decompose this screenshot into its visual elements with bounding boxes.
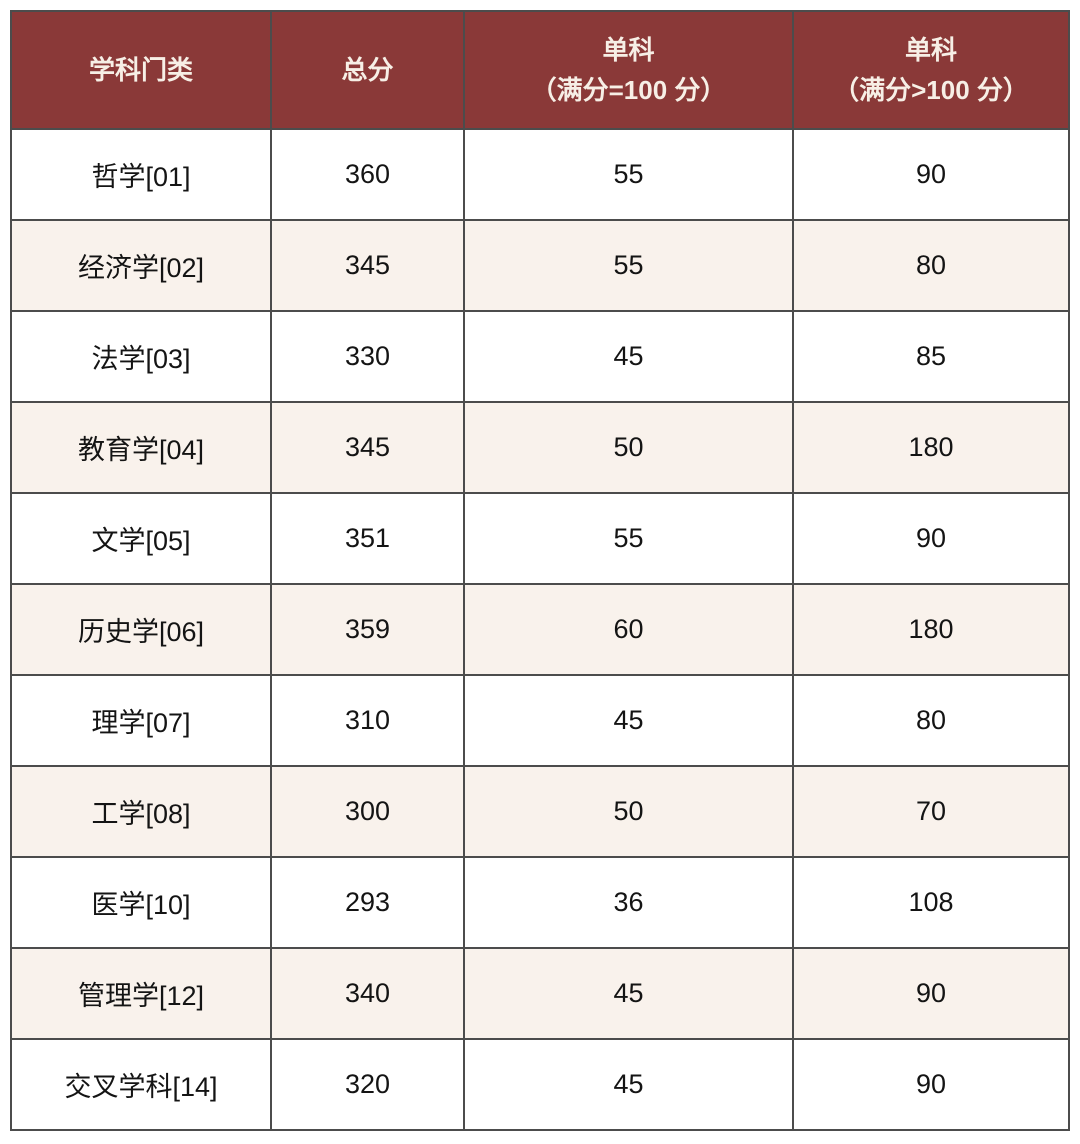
cell-total: 330: [270, 310, 465, 403]
cell-single-max100: 55: [463, 492, 794, 585]
table-body: 哲学[01] 360 55 90 经济学[02] 345 55 80 法学[03…: [10, 128, 1070, 1131]
header-category-label: 学科门类: [88, 54, 193, 85]
header-single-subject-max100: 单科 （满分=100 分）: [463, 10, 794, 130]
header-single-subject-max100-subtitle: （满分=100 分）: [530, 75, 727, 105]
header-category: 学科门类: [10, 10, 272, 130]
header-single-subject-over100-subtitle: （满分>100 分）: [833, 75, 1029, 105]
cell-category: 文学[05]: [10, 492, 272, 585]
cell-total: 351: [270, 492, 465, 585]
cell-single-over100: 70: [792, 765, 1070, 858]
cell-single-max100: 50: [463, 765, 794, 858]
cell-total: 310: [270, 674, 465, 767]
header-total-score-label: 总分: [341, 54, 394, 85]
header-total-score: 总分: [270, 10, 465, 130]
cell-single-over100: 80: [792, 219, 1070, 312]
cell-category: 教育学[04]: [10, 401, 272, 494]
table-row: 理学[07] 310 45 80: [10, 674, 1070, 767]
cell-single-max100: 45: [463, 947, 794, 1040]
cell-category: 经济学[02]: [10, 219, 272, 312]
cell-total: 340: [270, 947, 465, 1040]
cell-category: 哲学[01]: [10, 128, 272, 221]
cell-single-max100: 55: [463, 128, 794, 221]
cell-single-max100: 36: [463, 856, 794, 949]
cell-category: 交叉学科[14]: [10, 1038, 272, 1131]
table-row: 法学[03] 330 45 85: [10, 310, 1070, 403]
cell-single-max100: 55: [463, 219, 794, 312]
cell-total: 300: [270, 765, 465, 858]
cell-category: 工学[08]: [10, 765, 272, 858]
cell-total: 345: [270, 401, 465, 494]
table-row: 工学[08] 300 50 70: [10, 765, 1070, 858]
cell-single-over100: 90: [792, 128, 1070, 221]
table-header: 学科门类 总分 单科 （满分=100 分） 单科 （满分>100 分）: [10, 10, 1070, 130]
table-row: 交叉学科[14] 320 45 90: [10, 1038, 1070, 1131]
table-row: 管理学[12] 340 45 90: [10, 947, 1070, 1040]
cell-category: 历史学[06]: [10, 583, 272, 676]
cell-single-over100: 108: [792, 856, 1070, 949]
cell-category: 管理学[12]: [10, 947, 272, 1040]
cell-single-over100: 85: [792, 310, 1070, 403]
header-single-subject-over100-title: 单科: [904, 34, 957, 65]
cell-single-max100: 45: [463, 1038, 794, 1131]
cell-single-over100: 80: [792, 674, 1070, 767]
cell-category: 医学[10]: [10, 856, 272, 949]
cell-single-over100: 180: [792, 583, 1070, 676]
header-single-subject-max100-title: 单科: [602, 34, 655, 65]
table-row: 历史学[06] 359 60 180: [10, 583, 1070, 676]
cell-single-over100: 90: [792, 492, 1070, 585]
cell-single-over100: 180: [792, 401, 1070, 494]
header-row: 学科门类 总分 单科 （满分=100 分） 单科 （满分>100 分）: [10, 10, 1070, 130]
table-row: 哲学[01] 360 55 90: [10, 128, 1070, 221]
table-row: 医学[10] 293 36 108: [10, 856, 1070, 949]
score-table: 学科门类 总分 单科 （满分=100 分） 单科 （满分>100 分） 哲学[0…: [10, 10, 1070, 1131]
cell-single-max100: 50: [463, 401, 794, 494]
cell-total: 345: [270, 219, 465, 312]
table-row: 文学[05] 351 55 90: [10, 492, 1070, 585]
cell-category: 理学[07]: [10, 674, 272, 767]
table-row: 教育学[04] 345 50 180: [10, 401, 1070, 494]
cell-total: 360: [270, 128, 465, 221]
cell-single-over100: 90: [792, 1038, 1070, 1131]
cell-single-max100: 45: [463, 310, 794, 403]
cell-single-max100: 60: [463, 583, 794, 676]
cell-total: 320: [270, 1038, 465, 1131]
cell-single-over100: 90: [792, 947, 1070, 1040]
cell-category: 法学[03]: [10, 310, 272, 403]
cell-total: 359: [270, 583, 465, 676]
cell-total: 293: [270, 856, 465, 949]
cell-single-max100: 45: [463, 674, 794, 767]
header-single-subject-over100: 单科 （满分>100 分）: [792, 10, 1070, 130]
table-row: 经济学[02] 345 55 80: [10, 219, 1070, 312]
